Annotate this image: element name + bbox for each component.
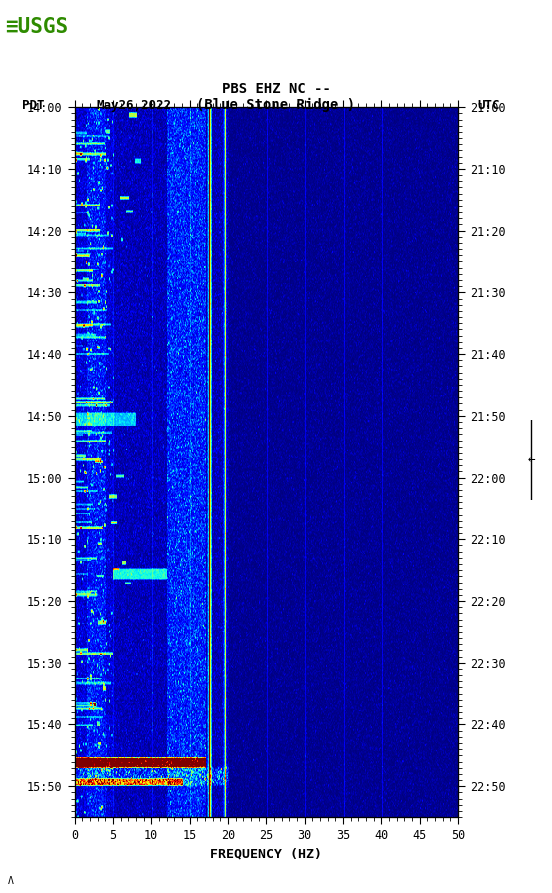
Text: PBS EHZ NC --: PBS EHZ NC -- — [221, 82, 331, 96]
Text: ←: ← — [527, 454, 535, 466]
Text: (Blue Stone Ridge ): (Blue Stone Ridge ) — [197, 98, 355, 113]
Text: May26,2022: May26,2022 — [97, 99, 172, 112]
Text: PDT: PDT — [22, 99, 45, 112]
Text: ≡USGS: ≡USGS — [6, 17, 68, 37]
X-axis label: FREQUENCY (HZ): FREQUENCY (HZ) — [210, 847, 322, 861]
Text: Λ: Λ — [8, 876, 14, 886]
Text: UTC: UTC — [477, 99, 500, 112]
